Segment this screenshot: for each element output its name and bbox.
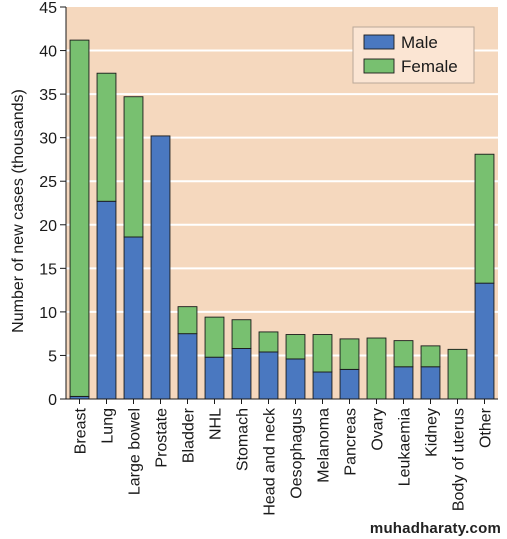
bar-male-bladder: [177, 333, 198, 400]
x-tick-label: Kidney: [424, 408, 441, 457]
legend-swatch-male: [363, 34, 395, 50]
x-tick-label: Leukaemia: [397, 408, 414, 486]
y-tick-label: 30: [39, 131, 57, 148]
y-tick-label: 25: [39, 174, 57, 191]
bar-male-nhl: [204, 356, 225, 400]
bar-male-leukaemia: [393, 366, 414, 400]
bar-male-pancreas: [339, 368, 360, 400]
bar-female-ovary: [366, 337, 387, 400]
bar-male-lung: [96, 200, 117, 400]
x-tick-label: Head and neck: [262, 407, 279, 516]
bar-male-kidney: [420, 366, 441, 400]
bar-female-large-bowel: [123, 96, 144, 238]
bar-female-stomach: [231, 319, 252, 349]
bars: [69, 39, 495, 400]
bar-male-melanoma: [312, 371, 333, 400]
x-tick-label: Stomach: [235, 408, 252, 471]
legend: Male Female: [352, 26, 475, 84]
y-tick-label: 40: [39, 44, 57, 61]
bar-female-oesophagus: [285, 334, 306, 360]
bar-male-large-bowel: [123, 236, 144, 400]
y-tick-label: 0: [48, 392, 57, 409]
bar-female-head-and-neck: [258, 331, 279, 353]
bar-female-leukaemia: [393, 340, 414, 368]
x-axis: Breast Lung Large bowel Prostate Bladder NHL S…: [66, 398, 498, 516]
y-tick-label: 35: [39, 87, 57, 104]
bar-female-lung: [96, 72, 117, 202]
bar-female-breast: [69, 39, 90, 397]
y-tick-label: 20: [39, 218, 57, 235]
x-tick-label: Large bowel: [127, 408, 144, 495]
y-tick-label: 15: [39, 261, 57, 278]
y-axis-title: Number of new cases (thousands): [10, 89, 27, 333]
bar-male-other: [474, 282, 495, 400]
bar-male-stomach: [231, 348, 252, 400]
y-axis: 0 5 10 15 20 25 30 35 40 45: [39, 0, 67, 409]
bar-male-prostate: [150, 135, 171, 400]
x-tick-label: Breast: [73, 407, 90, 454]
x-tick-label: Pancreas: [343, 408, 360, 476]
x-tick-label: Oesophagus: [289, 408, 306, 499]
x-tick-label: Ovary: [370, 408, 387, 451]
bar-female-pancreas: [339, 338, 360, 370]
y-tick-label: 45: [39, 0, 57, 17]
y-tick-label: 10: [39, 305, 57, 322]
legend-label-female: Female: [401, 57, 458, 76]
bar-female-body-of-uterus: [447, 348, 468, 400]
bar-female-kidney: [420, 345, 441, 368]
bar-female-melanoma: [312, 334, 333, 373]
x-tick-label: Lung: [100, 408, 117, 444]
x-tick-label: Melanoma: [316, 408, 333, 483]
x-tick-label: Prostate: [154, 408, 171, 468]
x-tick-label: Bladder: [181, 407, 198, 463]
watermark: muhadharaty.com: [369, 520, 501, 537]
bar-male-head-and-neck: [258, 351, 279, 400]
bar-female-other: [474, 153, 495, 284]
legend-swatch-female: [363, 58, 395, 74]
x-tick-label: NHL: [208, 408, 225, 440]
legend-label-male: Male: [401, 33, 438, 52]
x-tick-label: Other: [478, 407, 495, 448]
bar-female-bladder: [177, 306, 198, 335]
bar-female-nhl: [204, 316, 225, 358]
x-tick-label: Body of uterus: [451, 408, 468, 511]
bar-male-oesophagus: [285, 358, 306, 400]
y-tick-label: 5: [48, 348, 57, 365]
